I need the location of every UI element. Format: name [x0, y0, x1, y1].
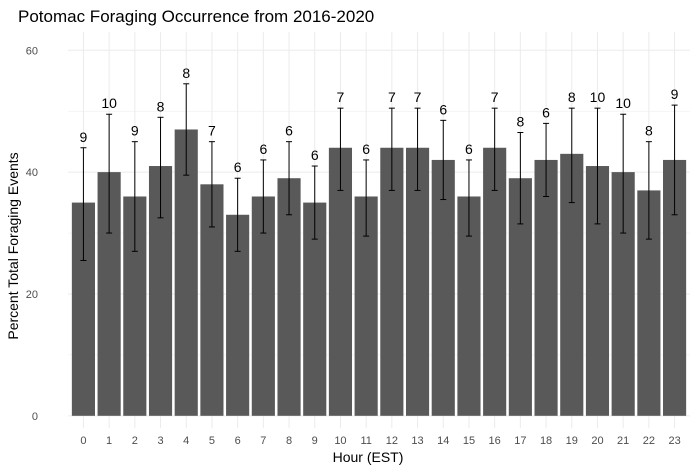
x-tick-label: 2 — [132, 435, 138, 447]
x-tick-labels: 0 1 2 3 4 5 6 7 8 9 10 11 12 13 14 15 16 17 18 19 20 21 22 23 — [80, 435, 680, 447]
x-tick-label: 20 — [591, 435, 603, 447]
y-tick-label: 0 — [32, 411, 38, 423]
bar — [226, 214, 250, 416]
bar — [405, 147, 430, 416]
y-tick-label: 60 — [26, 45, 38, 57]
bar-count-label: 7 — [491, 89, 499, 105]
bar-count-label: 8 — [568, 89, 576, 105]
bar-count-label: 8 — [182, 65, 190, 81]
x-tick-label: 9 — [312, 435, 318, 447]
bar-count-label: 6 — [311, 147, 319, 163]
x-tick-label: 14 — [437, 435, 449, 447]
bar-count-label: 7 — [414, 89, 422, 105]
y-tick-labels: 0 20 40 60 — [26, 45, 38, 423]
x-tick-label: 16 — [489, 435, 501, 447]
bar-count-label: 7 — [388, 89, 396, 105]
bar — [303, 202, 327, 416]
bar — [251, 196, 275, 416]
x-tick-label: 17 — [514, 435, 526, 447]
bar — [457, 196, 481, 416]
error-bars — [80, 83, 678, 261]
bar-count-label: 8 — [645, 123, 653, 139]
bar — [483, 147, 507, 416]
x-axis-title: Hour (EST) — [333, 449, 404, 465]
bar — [148, 166, 173, 416]
bar — [71, 202, 95, 416]
bar-count-label: 8 — [516, 114, 524, 130]
x-tick-label: 8 — [286, 435, 292, 447]
x-tick-label: 11 — [360, 435, 371, 447]
y-tick-label: 40 — [26, 167, 38, 179]
x-tick-label: 12 — [386, 435, 398, 447]
bar-count-label: 6 — [259, 141, 267, 157]
bar-count-label: 6 — [234, 159, 242, 175]
bar-count-label: 6 — [285, 123, 293, 139]
x-tick-label: 15 — [463, 435, 475, 447]
bar — [637, 190, 661, 416]
x-tick-label: 4 — [183, 435, 189, 447]
bar — [277, 178, 301, 416]
bar-count-label: 8 — [157, 98, 165, 114]
bar — [611, 172, 635, 416]
bar-count-label: 7 — [337, 89, 345, 105]
x-tick-label: 18 — [540, 435, 552, 447]
x-tick-label: 6 — [235, 435, 241, 447]
bar — [663, 159, 687, 416]
x-tick-label: 10 — [334, 435, 346, 447]
bar-count-label: 9 — [671, 86, 679, 102]
bar — [354, 196, 378, 416]
bar-count-label: 6 — [542, 104, 550, 120]
x-tick-label: 3 — [157, 435, 163, 447]
bar-count-label: 9 — [80, 129, 88, 145]
bar — [585, 166, 610, 416]
x-tick-label: 5 — [209, 435, 215, 447]
bar-count-label: 10 — [101, 95, 117, 111]
bar — [97, 172, 121, 416]
x-tick-label: 19 — [566, 435, 578, 447]
x-tick-label: 23 — [668, 435, 680, 447]
bar — [200, 184, 224, 416]
bar — [560, 153, 584, 416]
bars — [71, 129, 687, 416]
bar — [534, 159, 558, 416]
bar-count-label: 9 — [131, 123, 139, 139]
x-tick-label: 1 — [106, 435, 112, 447]
bar-count-label: 10 — [615, 95, 631, 111]
bar — [174, 129, 198, 416]
chart-title: Potomac Foraging Occurrence from 2016-20… — [18, 7, 374, 26]
bar-count-labels: 9 10 9 8 8 7 6 6 6 6 7 6 7 7 6 6 7 8 6 8 10 10 8 9 — [80, 65, 679, 175]
x-tick-label: 21 — [617, 435, 629, 447]
bar — [431, 159, 455, 416]
bar-count-label: 7 — [208, 123, 216, 139]
bar — [380, 147, 404, 416]
x-tick-label: 13 — [411, 435, 423, 447]
bar — [508, 178, 532, 416]
bar-count-label: 6 — [362, 141, 370, 157]
bar-count-label: 6 — [439, 101, 447, 117]
bar — [328, 147, 353, 416]
bar-count-label: 10 — [590, 89, 606, 105]
y-axis-title: Percent Total Foraging Events — [5, 152, 21, 339]
bar-count-label: 6 — [465, 141, 473, 157]
bar — [123, 196, 147, 416]
y-tick-label: 20 — [26, 289, 38, 301]
x-tick-label: 7 — [260, 435, 266, 447]
x-tick-label: 22 — [643, 435, 655, 447]
x-tick-label: 0 — [80, 435, 86, 447]
